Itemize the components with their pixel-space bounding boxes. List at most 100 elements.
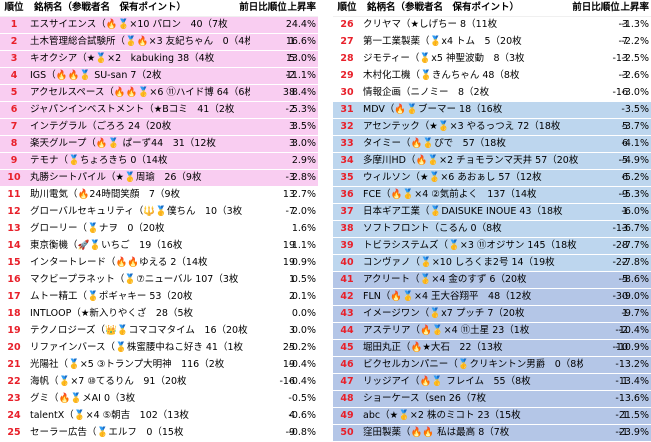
table-row: 8 楽天グループ（🔥🥇 ぱーず44 31（12枚 3 3.0% — [0, 136, 318, 153]
prev-rank-change-cell: -30 — [612, 291, 628, 302]
stock-name-cell: ビクセルカンパニー（🥇クリキントン男爵 0（8枚 — [363, 359, 583, 370]
rate-cell: -0.2% — [288, 342, 316, 353]
rank-cell: 34 — [340, 155, 354, 166]
table-header: 順位 銘柄名（参戦者名 保有ポイント） 前日比順位 上昇率 — [0, 0, 318, 17]
stock-name-cell: グミ（🔥🥇メAI 0（3枚 — [30, 393, 136, 404]
rank-cell: 19 — [7, 325, 21, 336]
rank-cell: 49 — [340, 410, 354, 421]
stock-name-cell: タイミー（🔥🥇ぴで 57（18枚 — [363, 138, 506, 149]
table-body: 26 クリヤマ（★しげちー 8（11枚 -3 -1.3% 27 第一工業製薬（🥇x4 トム… — [333, 17, 651, 442]
rank-cell: 32 — [340, 121, 354, 132]
stock-name-cell: テクノロジーズ（👑🥇コマコマタイム 16（20枚 — [30, 325, 248, 336]
table-row: 15 インタートレード（🔥🔥ゆえる 2（14枚 19 0.9% — [0, 255, 318, 272]
rank-cell: 15 — [7, 257, 21, 268]
table-row: 11 助川電気（🔥24時間笑顔 7（9枚 13 2.7% — [0, 187, 318, 204]
table-row: 27 第一工業製薬（🥇x4 トム 5（20枚 -7 -2.2% — [333, 34, 651, 51]
rank-cell: 44 — [340, 325, 354, 336]
rank-cell: 20 — [7, 342, 21, 353]
table-row: 16 マクビープラネット（🥇⑦ニューバル 107（3枚 1 0.5% — [0, 272, 318, 289]
rank-cell: 9 — [10, 155, 18, 166]
prev-rank-change-cell: -5 — [618, 155, 628, 166]
rate-cell: 1.6% — [291, 223, 316, 234]
stock-name-cell: ジャパンインベストメント（★Bコミ 41（2枚 — [30, 104, 235, 115]
rank-cell: 30 — [340, 87, 354, 98]
stock-name-cell: FLN（🔥🥇×4 王大谷翔平 48（12枚 — [363, 291, 532, 302]
rate-cell: -13.2% — [615, 359, 649, 370]
table-row: 13 グローリー（🥇ナヲ 0（20枚 1.6% — [0, 221, 318, 238]
prev-rank-change-cell: -13 — [612, 223, 628, 234]
table-row: 44 アステリア（🔥🥇×4 ⑪土星 23（1枚 -2 -10.4% — [333, 323, 651, 340]
rate-cell: 11.1% — [285, 70, 316, 81]
prev-rank-change-cell: 5 — [621, 121, 628, 132]
rate-cell: 24.4% — [285, 19, 316, 30]
table-row: 47 リッジアイ（🔥🥇 フレイム 55（8枚 1 -13.4% — [333, 374, 651, 391]
ranking-table-left: 順位 銘柄名（参戦者名 保有ポイント） 前日比順位 上昇率 1 エスサイエンス（🔥… — [0, 0, 318, 442]
table-row: 1 エスサイエンス（🔥🥇×10 パロン 40（7枚 24.4% — [0, 17, 318, 34]
stock-name-cell: 第一工業製薬（🥇x4 トム 5（20枚 — [363, 36, 522, 47]
table-row: 42 FLN（🔥🥇×4 王大谷翔平 48（12枚 -30 -9.0% — [333, 289, 651, 306]
stock-name-cell: 丸勝シートパイル（★🥇周瑜 26（9枚 — [30, 172, 202, 183]
stock-name-cell: トビラシステムズ（🥇×3 ⑪オジサン 145（18枚 — [363, 240, 577, 251]
rate-cell: -4.1% — [621, 138, 649, 149]
table-row: 39 トビラシステムズ（🥇×3 ⑪オジサン 145（18枚 -28 -7.7% — [333, 238, 651, 255]
rate-cell: 3.0% — [291, 138, 316, 149]
rate-cell: -9.0% — [621, 291, 649, 302]
stock-name-cell: MDV（🔥🥇ブーマー 18（16枚 — [363, 104, 503, 115]
prev-rank-change-cell: -16 — [612, 87, 628, 98]
rate-cell: -10.4% — [615, 325, 649, 336]
stock-name-cell: アステリア（🔥🥇×4 ⑪土星 23（1枚 — [363, 325, 530, 336]
table-row: 26 クリヤマ（★しげちー 8（11枚 -3 -1.3% — [333, 17, 651, 34]
stock-name-cell: 土木管理総合試験所（🥇🔥×3 友紀ちゃん 0（4枚 — [30, 36, 250, 47]
rate-cell: -3.5% — [621, 104, 649, 115]
rate-cell: -6.7% — [621, 223, 649, 234]
stock-name-cell: アクリート（🥇×4 金のすず 6（20枚 — [363, 274, 527, 285]
rate-cell: -0.5% — [288, 393, 316, 404]
stock-name-cell: ソフトフロント（こるん 0（8枚 — [363, 223, 502, 234]
rate-cell: -3.7% — [621, 121, 649, 132]
rank-cell: 2 — [10, 36, 18, 47]
rank-cell: 13 — [7, 223, 21, 234]
prev-rank-change-cell: -2 — [285, 70, 295, 81]
rate-cell: -9.7% — [621, 308, 649, 319]
rate-cell: 2.7% — [291, 189, 316, 200]
rate-cell: -2.5% — [621, 53, 649, 64]
table-row: 33 タイミー（🔥🥇ぴで 57（18枚 6 -4.1% — [333, 136, 651, 153]
table-row: 18 INTLOOP（★新入りやくざ 28（5枚 0.0% — [0, 306, 318, 323]
rate-cell: -5.3% — [621, 189, 649, 200]
stock-name-cell: マクビープラネット（🥇⑦ニューバル 107（3枚 — [30, 274, 239, 285]
rate-cell: -13.6% — [615, 393, 649, 404]
prev-rank-change-cell: 13 — [282, 189, 295, 200]
rate-cell: 0.0% — [291, 325, 316, 336]
stock-name-cell: 窪田製薬（🔥🔥 私は最高 8（7枚 — [363, 427, 510, 438]
table-row: 10 丸勝シートパイル（★🥇周瑜 26（9枚 -3 2.8% — [0, 170, 318, 187]
rate-cell: -8.6% — [621, 274, 649, 285]
prev-rank-change-cell: 38 — [282, 87, 295, 98]
stock-name-cell: 木村化工機（🥇きんちゃん 48（8枚 — [363, 70, 520, 81]
header-rank: 順位 — [337, 2, 357, 13]
rank-cell: 23 — [7, 393, 21, 404]
table-row: 50 窪田製薬（🔥🔥 私は最高 8（7枚 -1 -23.9% — [333, 425, 651, 442]
prev-rank-change-cell: 6 — [621, 172, 628, 183]
prev-rank-change-cell: -2 — [285, 104, 295, 115]
stock-name-cell: クリヤマ（★しげちー 8（11枚 — [363, 19, 498, 30]
prev-rank-change-cell: 25 — [282, 342, 295, 353]
rate-cell: -13.4% — [615, 376, 649, 387]
header-name: 銘柄名（参戦者名 保有ポイント） — [367, 2, 520, 13]
header-rate: 上昇率 — [287, 2, 316, 13]
stock-name-cell: アクセルスペース（🔥🔥🥇×6 ⑪ハイド博 64（6枚 — [30, 87, 250, 98]
rank-cell: 11 — [7, 189, 21, 200]
stock-name-cell: talentX（🥇×4 ⑤朝吉 102（13枚 — [30, 410, 189, 421]
stock-name-cell: ウィルソン（★🥇×6 あおぁし 57（12枚 — [363, 172, 542, 183]
prev-rank-change-cell: 5 — [288, 53, 295, 64]
table-row: 48 ショーケース（sen 26（7枚 -13.6% — [333, 391, 651, 408]
stock-name-cell: グローバルセキュリティ（🔱🥇僕ちん 10（3枚 — [30, 206, 243, 217]
rate-cell: -0.6% — [288, 410, 316, 421]
rate-cell: -23.9% — [615, 427, 649, 438]
rank-cell: 26 — [340, 19, 354, 30]
table-row: 43 イメージワン（🥇x7 プッチ 7（20枚 1 -9.7% — [333, 306, 651, 323]
table-row: 32 アセンテック（★🥇×3 やるっつえ 72（18枚 5 -3.7% — [333, 119, 651, 136]
rank-cell: 3 — [10, 53, 18, 64]
rank-cell: 43 — [340, 308, 354, 319]
rank-cell: 40 — [340, 257, 354, 268]
rate-cell: 0.0% — [291, 308, 316, 319]
